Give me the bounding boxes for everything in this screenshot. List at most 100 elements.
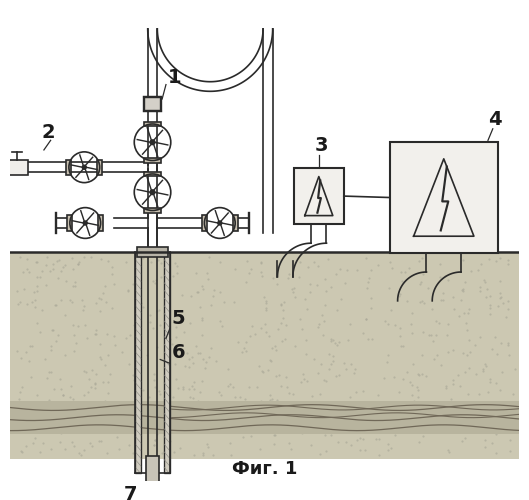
Point bbox=[475, 390, 483, 398]
Point bbox=[52, 256, 61, 264]
Point bbox=[213, 412, 221, 420]
Point bbox=[178, 383, 187, 391]
Point bbox=[52, 300, 60, 308]
Point bbox=[56, 375, 64, 383]
Point bbox=[175, 400, 183, 408]
Point bbox=[492, 350, 501, 358]
Point bbox=[419, 300, 428, 308]
Point bbox=[414, 386, 423, 394]
Point bbox=[77, 398, 86, 406]
Point bbox=[458, 426, 467, 434]
Point bbox=[23, 300, 32, 308]
Point bbox=[311, 416, 320, 424]
Point bbox=[60, 261, 69, 269]
Point bbox=[270, 342, 279, 350]
Point bbox=[362, 254, 370, 262]
Point bbox=[151, 384, 160, 392]
Point bbox=[47, 446, 55, 454]
Point bbox=[106, 370, 115, 378]
Point bbox=[496, 420, 504, 428]
Point bbox=[281, 321, 290, 329]
Point bbox=[437, 296, 445, 304]
Point bbox=[462, 318, 470, 326]
Point bbox=[64, 406, 72, 414]
Point bbox=[222, 410, 231, 418]
Point bbox=[192, 269, 200, 277]
Point bbox=[158, 408, 167, 416]
Point bbox=[147, 258, 155, 266]
Point bbox=[145, 393, 153, 401]
Point bbox=[35, 412, 43, 420]
Point bbox=[362, 316, 370, 324]
Point bbox=[332, 424, 340, 432]
Point bbox=[429, 410, 437, 418]
Point bbox=[384, 402, 393, 410]
Bar bbox=[390, 142, 498, 253]
Point bbox=[324, 256, 333, 264]
Point bbox=[251, 424, 260, 432]
Point bbox=[190, 418, 198, 426]
Point bbox=[361, 422, 369, 430]
Point bbox=[305, 407, 313, 415]
Point bbox=[121, 402, 129, 410]
Point bbox=[134, 440, 142, 448]
Point bbox=[184, 362, 193, 370]
Point bbox=[187, 292, 195, 300]
Point bbox=[173, 408, 181, 416]
Point bbox=[473, 418, 481, 426]
Point bbox=[379, 374, 388, 382]
Point bbox=[486, 310, 494, 318]
Point bbox=[29, 440, 37, 448]
Point bbox=[495, 289, 504, 297]
Point bbox=[220, 298, 229, 306]
Point bbox=[335, 338, 343, 346]
Point bbox=[449, 305, 458, 313]
Point bbox=[297, 378, 306, 386]
Point bbox=[72, 339, 80, 347]
Point bbox=[325, 365, 333, 373]
Point bbox=[458, 418, 467, 426]
Point bbox=[146, 318, 154, 326]
Point bbox=[388, 264, 397, 272]
Point bbox=[291, 425, 299, 433]
Point bbox=[15, 388, 24, 396]
Point bbox=[263, 426, 272, 434]
Point bbox=[179, 316, 188, 324]
Point bbox=[220, 408, 228, 416]
Point bbox=[272, 346, 280, 354]
Point bbox=[266, 357, 275, 365]
Point bbox=[480, 405, 488, 413]
Point bbox=[460, 310, 468, 318]
Point bbox=[104, 388, 113, 396]
Point bbox=[203, 424, 212, 432]
Bar bbox=[68, 216, 72, 230]
Point bbox=[482, 414, 491, 422]
Point bbox=[42, 424, 50, 432]
Point bbox=[33, 258, 41, 266]
Point bbox=[57, 266, 65, 274]
Circle shape bbox=[150, 140, 155, 144]
Point bbox=[171, 259, 180, 267]
Point bbox=[30, 296, 39, 304]
Point bbox=[90, 422, 99, 430]
Point bbox=[80, 390, 88, 398]
Point bbox=[481, 362, 490, 370]
Point bbox=[197, 316, 206, 324]
Point bbox=[461, 434, 469, 442]
Point bbox=[499, 410, 508, 418]
Point bbox=[49, 326, 57, 334]
Point bbox=[288, 412, 296, 420]
Point bbox=[304, 263, 312, 271]
Point bbox=[107, 270, 116, 278]
Point bbox=[101, 282, 110, 290]
Point bbox=[318, 331, 327, 339]
Point bbox=[145, 311, 154, 319]
Point bbox=[299, 375, 308, 383]
Point bbox=[459, 256, 467, 264]
Point bbox=[267, 396, 276, 404]
Point bbox=[302, 336, 311, 344]
Point bbox=[226, 380, 235, 388]
Point bbox=[194, 418, 202, 426]
Point bbox=[449, 346, 458, 354]
Point bbox=[247, 428, 256, 436]
